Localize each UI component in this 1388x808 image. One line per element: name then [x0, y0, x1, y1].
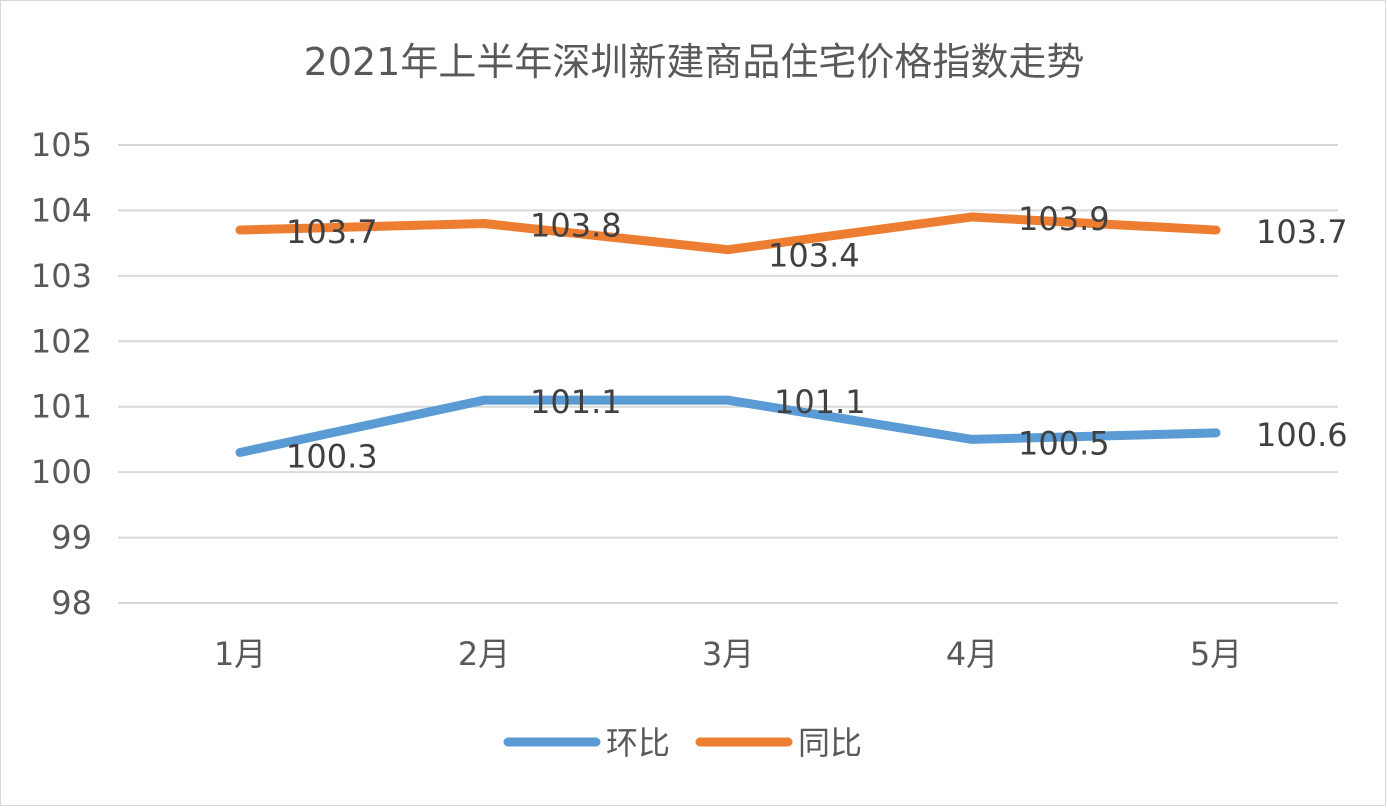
- data-label: 100.3: [286, 438, 378, 476]
- x-tick-label: 1月: [214, 635, 266, 673]
- legend-label: 环比: [606, 724, 670, 762]
- data-point: [1216, 230, 1217, 231]
- data-label: 100.5: [1018, 424, 1110, 462]
- y-axis-ticks: 98 99 100 101 102 103 104 105: [31, 126, 92, 622]
- y-tick-label: 99: [51, 519, 92, 557]
- series-lines: [240, 216, 1217, 453]
- data-label: 103.4: [768, 237, 860, 275]
- y-tick-label: 104: [31, 191, 92, 229]
- data-point: [1216, 432, 1217, 433]
- chart-title: 2021年上半年深圳新建商品住宅价格指数走势: [304, 40, 1085, 84]
- data-label: 101.1: [530, 383, 622, 421]
- y-tick-label: 100: [31, 453, 92, 491]
- data-point: [240, 230, 241, 231]
- x-tick-label: 5月: [1190, 635, 1242, 673]
- data-label: 103.9: [1018, 200, 1110, 238]
- data-point: [972, 216, 973, 217]
- legend-label: 同比: [798, 724, 862, 762]
- data-point: [972, 439, 973, 440]
- data-label: 101.1: [774, 383, 866, 421]
- data-point: [728, 249, 729, 250]
- y-tick-label: 98: [51, 584, 92, 622]
- data-point: [484, 223, 485, 224]
- y-tick-label: 101: [31, 388, 92, 426]
- x-tick-label: 2月: [458, 635, 510, 673]
- data-label: 103.7: [1256, 213, 1348, 251]
- y-tick-label: 105: [31, 126, 92, 164]
- y-tick-label: 103: [31, 257, 92, 295]
- data-point: [240, 452, 241, 453]
- x-tick-label: 4月: [946, 635, 998, 673]
- x-tick-label: 3月: [702, 635, 754, 673]
- data-label: 100.6: [1256, 416, 1348, 454]
- data-point: [484, 400, 485, 401]
- x-axis-ticks: 1月 2月 3月 4月 5月: [214, 635, 1242, 673]
- data-label: 103.8: [530, 207, 622, 245]
- legend: 环比 同比: [508, 724, 862, 762]
- y-tick-label: 102: [31, 322, 92, 360]
- data-point: [728, 400, 729, 401]
- data-label: 103.7: [286, 213, 378, 251]
